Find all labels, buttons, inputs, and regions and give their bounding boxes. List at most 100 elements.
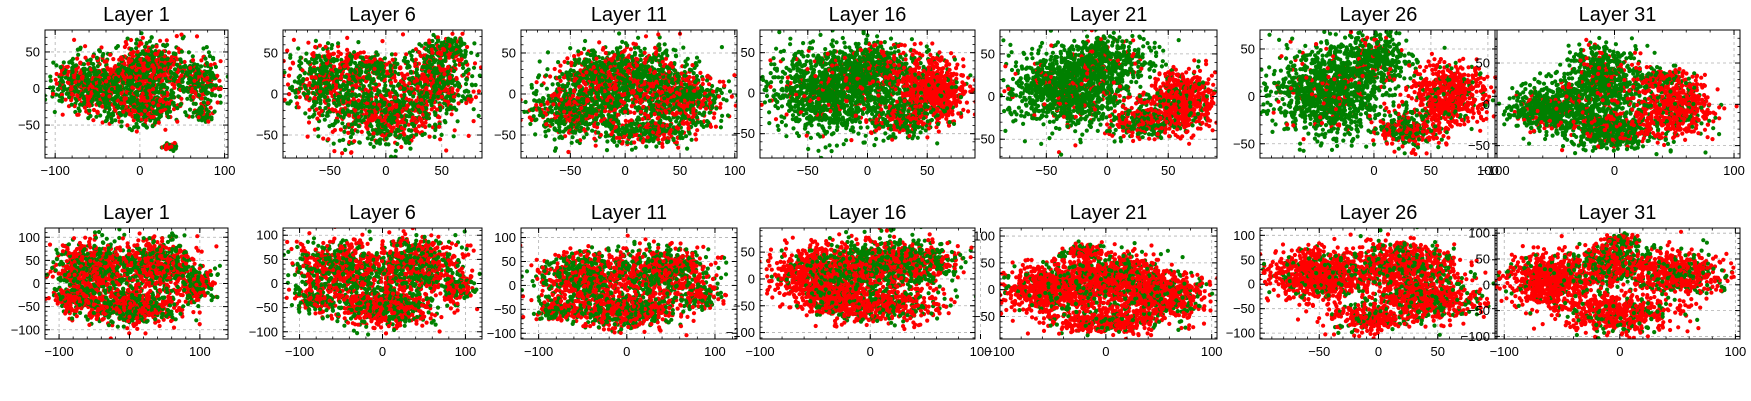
data-point: [337, 138, 342, 143]
data-point: [350, 86, 355, 91]
data-point: [114, 77, 120, 82]
data-point: [340, 108, 345, 113]
data-point: [208, 82, 214, 88]
data-point: [372, 57, 377, 62]
data-point: [74, 63, 79, 68]
data-point: [452, 128, 457, 133]
data-point: [75, 89, 81, 94]
data-point: [414, 132, 419, 137]
data-point: [404, 106, 409, 111]
data-point: [330, 107, 335, 112]
data-point: [131, 104, 137, 109]
data-point: [205, 75, 210, 81]
data-point: [206, 119, 211, 124]
data-point: [346, 80, 351, 85]
data-point: [290, 84, 295, 89]
data-point: [109, 119, 114, 125]
data-point: [548, 74, 553, 79]
data-point: [357, 86, 362, 91]
data-point: [188, 107, 193, 112]
data-point: [417, 42, 422, 47]
data-point: [543, 134, 548, 139]
data-point: [405, 72, 410, 77]
data-point: [81, 96, 87, 101]
data-point: [330, 43, 335, 48]
data-point: [466, 67, 471, 72]
data-point: [456, 93, 461, 98]
data-point: [190, 58, 196, 63]
data-point: [402, 92, 407, 98]
data-point: [61, 88, 66, 93]
data-point: [88, 113, 93, 119]
data-point: [393, 89, 398, 94]
data-point: [424, 78, 430, 84]
data-point: [386, 142, 391, 147]
data-point: [52, 109, 57, 115]
data-point: [112, 89, 117, 95]
data-point: [330, 122, 335, 127]
data-point: [395, 118, 400, 123]
data-point: [197, 106, 202, 111]
data-point: [106, 113, 111, 119]
data-point: [109, 116, 114, 121]
data-point: [66, 69, 71, 74]
data-point: [129, 58, 134, 63]
data-point: [207, 54, 212, 59]
data-point: [179, 73, 184, 78]
data-point: [310, 83, 315, 88]
data-point: [325, 91, 330, 96]
data-point: [185, 72, 190, 77]
data-point: [377, 89, 382, 94]
data-point: [414, 120, 419, 125]
data-point: [101, 68, 107, 73]
data-point: [367, 132, 372, 137]
data-point: [389, 154, 394, 158]
data-point: [72, 89, 77, 94]
data-point: [393, 133, 398, 138]
data-point: [484, 78, 488, 82]
data-point: [331, 51, 336, 56]
data-point: [164, 110, 169, 115]
data-point: [158, 109, 163, 114]
data-point: [218, 100, 223, 105]
data-point: [451, 94, 457, 99]
data-point: [421, 112, 426, 117]
data-point: [218, 86, 223, 91]
data-point: [291, 37, 296, 43]
data-point: [98, 86, 103, 92]
data-point: [346, 97, 351, 102]
data-point: [550, 82, 555, 87]
data-point: [102, 109, 107, 114]
data-point: [119, 119, 124, 124]
data-point: [128, 37, 134, 43]
data-point: [331, 73, 336, 79]
data-point: [139, 101, 144, 106]
data-point: [424, 47, 429, 52]
data-point: [450, 31, 455, 36]
data-point: [444, 42, 449, 48]
data-point: [349, 150, 354, 155]
data-point: [357, 72, 362, 77]
y-tick-label: 0: [271, 87, 278, 102]
data-point: [452, 59, 457, 64]
data-point: [172, 67, 177, 72]
data-point: [424, 85, 429, 90]
data-point: [144, 85, 149, 90]
data-point: [192, 78, 197, 83]
y-tick-label: 0: [33, 81, 40, 96]
data-point: [285, 48, 290, 53]
data-point: [362, 98, 367, 103]
data-point: [432, 134, 437, 140]
data-point: [438, 137, 443, 142]
data-point: [352, 50, 357, 55]
data-point: [104, 79, 109, 84]
data-point: [419, 119, 424, 124]
data-point: [472, 41, 477, 46]
data-point: [398, 79, 404, 84]
data-point: [111, 57, 116, 62]
data-point: [199, 96, 204, 101]
data-point: [393, 148, 398, 153]
data-point: [370, 105, 375, 110]
data-point: [104, 59, 109, 64]
data-point: [343, 83, 348, 88]
